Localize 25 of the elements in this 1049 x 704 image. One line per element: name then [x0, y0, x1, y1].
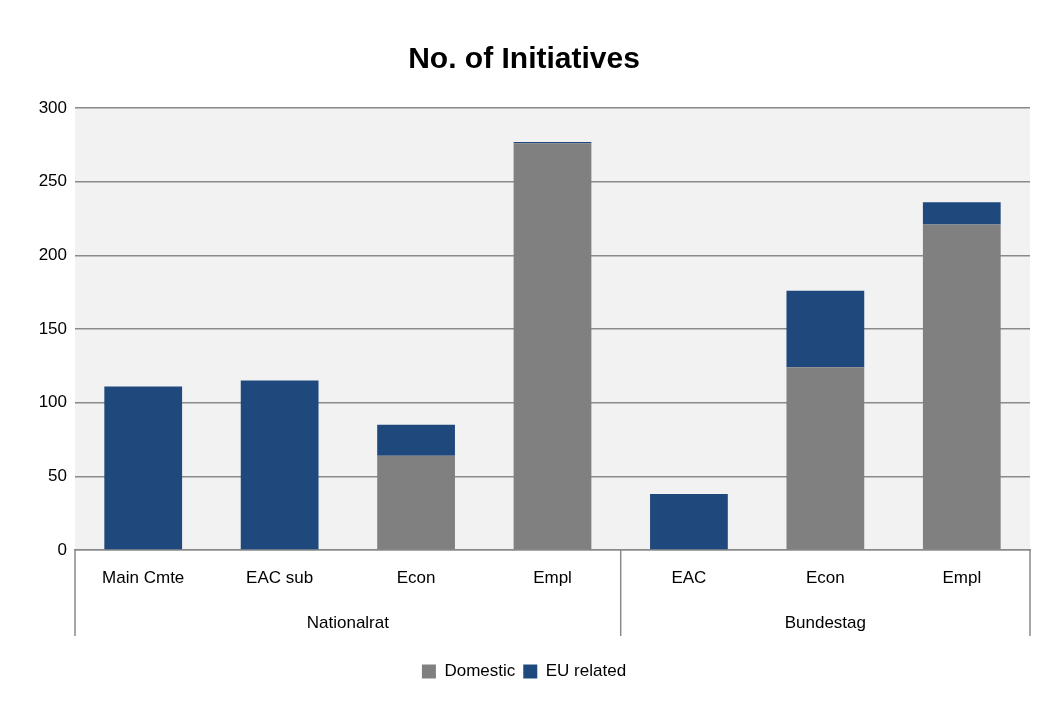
- y-tick-label: 50: [48, 466, 67, 486]
- y-tick-label: 0: [57, 539, 67, 559]
- x-tick-label: EAC: [671, 567, 707, 587]
- x-tick-label: Econ: [396, 567, 436, 587]
- text: Nationalrat: [306, 612, 390, 632]
- bar: [786, 290, 865, 368]
- bar: [240, 380, 319, 550]
- bar: [922, 202, 1001, 225]
- y-tick-label: 300: [38, 97, 67, 117]
- text: Bundestag: [784, 612, 867, 632]
- legend-label: EU related: [545, 661, 627, 681]
- legend-label: Domestic: [444, 661, 516, 681]
- x-tick-label: EAC sub: [246, 567, 314, 587]
- x-tick-label: Econ: [805, 567, 845, 587]
- y-tick-label: 250: [38, 171, 67, 191]
- bar: [650, 494, 728, 550]
- y-tick-label: 200: [38, 245, 67, 265]
- chart-title: No. of Initiatives: [408, 41, 640, 75]
- bar: [377, 424, 455, 456]
- x-tick-label: Main Cmte: [102, 567, 185, 587]
- y-tick-label: 150: [38, 318, 67, 338]
- x-tick-label: Empl: [533, 567, 572, 587]
- x-tick-label: Empl: [942, 567, 982, 587]
- bar: [104, 386, 183, 550]
- y-tick-label: 100: [38, 392, 67, 412]
